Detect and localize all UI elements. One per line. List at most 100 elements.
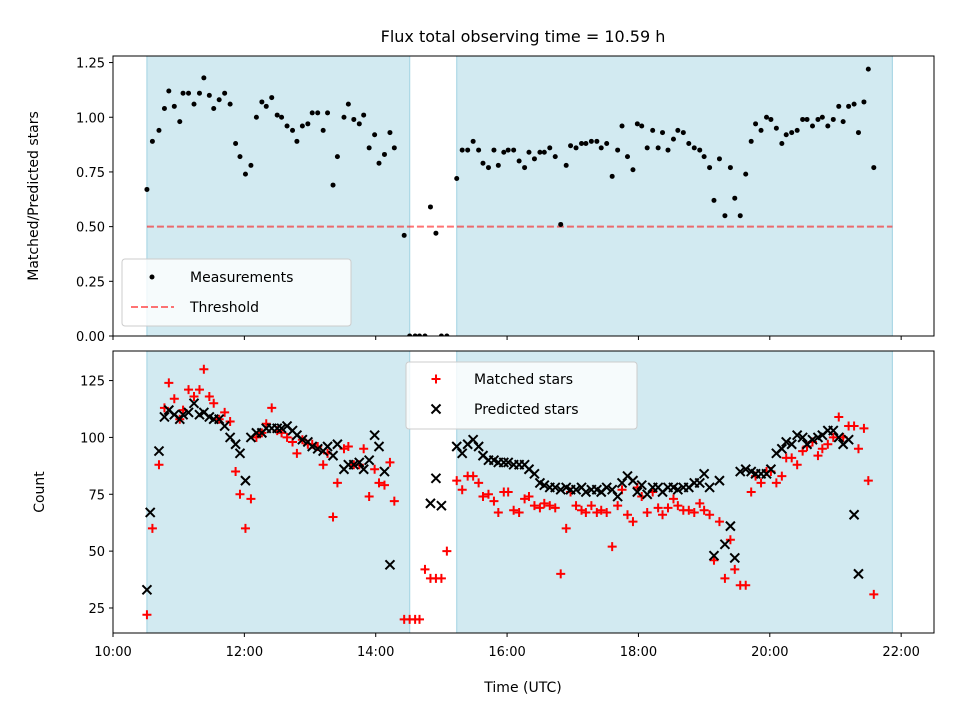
data-point <box>675 127 681 133</box>
data-point <box>833 432 844 443</box>
data-point <box>571 501 581 511</box>
data-point <box>147 523 157 533</box>
data-point <box>698 468 710 480</box>
data-point <box>501 149 507 155</box>
data-point <box>634 121 640 127</box>
data-point <box>457 485 467 495</box>
x-tick-label: 10:00 <box>94 645 131 660</box>
data-point <box>169 394 179 404</box>
data-point <box>374 478 384 488</box>
data-point <box>341 114 347 120</box>
data-point <box>813 451 823 461</box>
data-point <box>746 487 756 497</box>
data-point <box>144 186 150 192</box>
legend-marker-plus <box>431 374 441 384</box>
data-point <box>711 197 717 203</box>
data-point <box>594 138 600 144</box>
data-point <box>531 156 537 162</box>
bottom-axes-frame <box>112 350 935 634</box>
data-point <box>366 145 372 151</box>
bottom-panel: 10:00 12:00 14:00 16:00 18:00 20:00 22:00 25 50 7… <box>32 350 935 660</box>
data-point <box>274 112 280 118</box>
data-point <box>596 505 606 515</box>
data-point <box>183 407 194 418</box>
data-point <box>271 423 283 434</box>
data-point <box>705 510 715 520</box>
data-point <box>379 480 389 490</box>
data-point <box>276 423 287 434</box>
data-point <box>328 512 338 522</box>
data-point <box>354 457 365 468</box>
data-point <box>722 213 728 219</box>
data-point <box>819 114 825 120</box>
data-point <box>242 171 248 177</box>
data-point <box>412 333 418 336</box>
data-point <box>834 412 844 422</box>
data-point <box>615 147 621 153</box>
data-point <box>529 501 539 511</box>
data-point <box>385 457 395 467</box>
data-point <box>209 398 219 408</box>
data-point <box>359 444 369 454</box>
data-point <box>743 171 749 177</box>
data-point <box>389 496 399 506</box>
data-point <box>619 123 625 129</box>
data-point <box>689 507 699 517</box>
data-point <box>216 97 222 103</box>
data-point <box>537 149 543 155</box>
data-point <box>201 75 207 81</box>
data-point <box>730 564 740 574</box>
data-point <box>483 489 493 499</box>
y-tick-label: 0.00 <box>76 330 105 345</box>
data-point <box>145 507 156 518</box>
data-point <box>356 121 362 127</box>
data-point <box>511 147 517 153</box>
data-point <box>855 130 861 136</box>
data-point <box>526 149 532 155</box>
data-point <box>764 114 770 120</box>
data-point <box>846 103 852 109</box>
x-tick-label: 22:00 <box>882 645 919 660</box>
data-point <box>240 523 250 533</box>
data-point <box>609 173 615 179</box>
data-point <box>420 564 430 574</box>
data-point <box>740 464 751 475</box>
data-point <box>601 482 612 493</box>
data-point <box>704 482 715 493</box>
data-point <box>227 101 233 107</box>
data-point <box>442 546 452 556</box>
data-point <box>503 487 513 497</box>
data-point <box>586 501 596 511</box>
data-point <box>558 221 564 227</box>
data-point <box>189 391 199 401</box>
legend-marker-dot <box>149 274 155 280</box>
data-point <box>545 501 555 511</box>
data-point <box>539 479 550 491</box>
data-point <box>498 457 510 468</box>
data-point <box>211 106 217 111</box>
data-point <box>836 103 842 109</box>
data-point <box>686 141 692 146</box>
data-point <box>771 478 781 488</box>
data-point <box>261 419 271 429</box>
chart-title: Flux total observing time = 10.59 h <box>381 27 666 46</box>
legend-box <box>405 361 638 430</box>
data-point <box>691 145 697 151</box>
data-point <box>284 123 290 129</box>
data-point <box>794 127 800 133</box>
data-point <box>665 147 671 153</box>
y-tick-label: 0.50 <box>76 221 105 236</box>
data-point <box>279 114 285 120</box>
data-point <box>177 119 183 125</box>
data-point <box>807 434 818 445</box>
data-point <box>407 333 413 336</box>
data-point <box>849 421 859 431</box>
legend-label: Measurements <box>190 270 293 286</box>
data-point <box>817 444 827 454</box>
y-tick-label: 1.00 <box>76 111 105 126</box>
data-point <box>364 492 374 502</box>
data-point <box>670 136 676 142</box>
legend-marker-x <box>430 403 442 415</box>
data-point <box>384 559 396 570</box>
legend-label: Threshold <box>189 300 259 316</box>
